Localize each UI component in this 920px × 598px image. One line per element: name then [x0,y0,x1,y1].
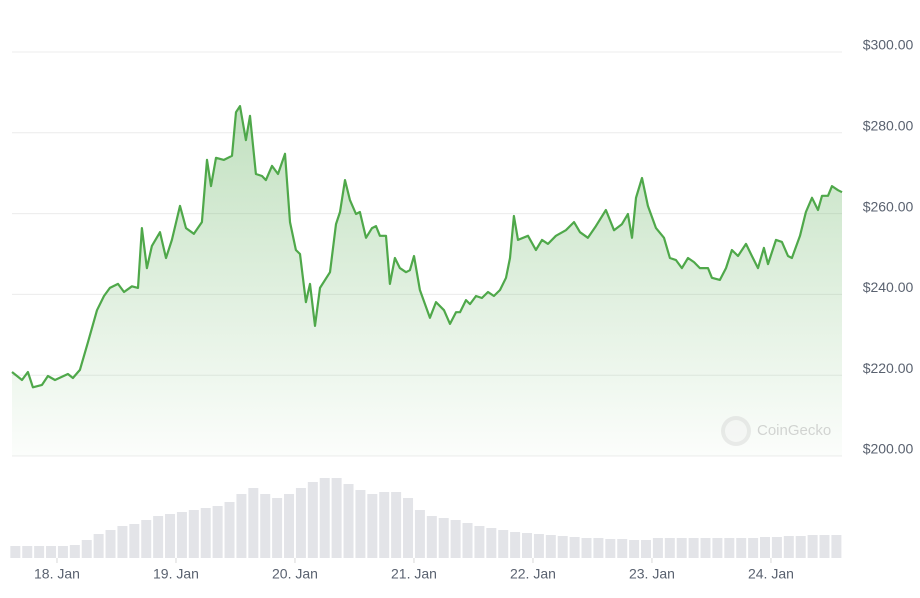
volume-bar [557,536,568,558]
volume-bar [69,545,80,558]
watermark-logo [721,416,751,446]
y-tick-label: $260.00 [863,198,914,214]
volume-bar [10,546,21,558]
x-tick-label: 22. Jan [510,566,556,582]
volume-bar [664,538,675,558]
volume-bar [462,523,473,558]
volume-bar [533,534,544,558]
volume-bar [617,539,628,558]
y-tick-label: $240.00 [863,279,914,295]
volume-bar [165,514,176,558]
volume-bar [581,538,592,558]
x-tick-label: 23. Jan [629,566,675,582]
volume-bar [295,488,306,558]
volume-bar [57,546,68,558]
volume-bar [22,546,33,558]
volume-bar [391,492,402,558]
volume-bar [307,482,318,558]
x-tick-label: 18. Jan [34,566,80,582]
volume-bar [236,494,247,558]
volume-bar [176,512,187,558]
volume-bar [212,506,223,558]
watermark: CoinGecko [721,416,831,446]
volume-bar [93,534,104,558]
volume-bar [355,490,366,558]
y-tick-label: $300.00 [863,37,914,53]
volume-bar [545,535,556,558]
volume-bar [688,538,699,558]
volume-bar [700,538,711,558]
volume-bar [319,478,330,558]
x-tick-label: 24. Jan [748,566,794,582]
watermark-logo-inner [725,420,747,442]
y-tick-label: $280.00 [863,118,914,134]
volume-bar [438,518,449,558]
volume-bar [522,533,533,558]
x-tick-label: 19. Jan [153,566,199,582]
volume-bar [795,536,806,558]
volume-bar [712,538,723,558]
volume-bar [153,516,164,558]
volume-bar [676,538,687,558]
volume-bar [343,484,354,558]
volume-bar [129,524,140,558]
volume-bar [379,492,390,558]
volume-bar [724,538,735,558]
volume-bar [652,538,663,558]
volume-bar [641,540,652,558]
volume-bar [200,508,211,558]
volume-bar [367,494,378,558]
watermark-text: CoinGecko [757,422,831,439]
price-line [11,105,843,389]
volume-bar [284,494,295,558]
volume-bar [771,537,782,558]
y-tick-label: $220.00 [863,360,914,376]
volume-bar [748,538,759,558]
volume-bar [46,546,57,558]
volume-bar [629,540,640,558]
volume-bar [450,520,461,558]
volume-bar [224,502,235,558]
volume-bar [819,535,830,558]
volume-bar [498,530,509,558]
volume-bar [414,510,425,558]
volume-bar [248,488,259,558]
volume-bar [188,510,199,558]
volume-bar [593,538,604,558]
volume-bar [260,494,271,558]
x-tick-label: 20. Jan [272,566,318,582]
volume-bar [783,536,794,558]
volume-bar [403,498,414,558]
volume-bar [486,528,497,558]
plot: $200.00 $220.00 $240.00 $260.00 $280.00 $300.… [10,37,914,582]
volume-bar [34,546,45,558]
volume-bar [760,537,771,558]
volume-bar [272,498,283,558]
volume-bar [474,526,485,558]
x-tick-label: 21. Jan [391,566,437,582]
volume-bar [831,535,842,558]
volume-bar [426,516,437,558]
volume-bar [105,530,116,558]
volume-bar [807,535,818,558]
volume-bar [331,478,342,558]
price-area [12,106,842,456]
volume-bar [569,537,580,558]
volume-bar [117,526,128,558]
y-tick-label: $200.00 [863,441,914,457]
volume-bar [141,520,152,558]
volume-bar [736,538,747,558]
volume-bar [605,539,616,558]
volume-bar [510,532,521,558]
volume-bar [81,540,92,558]
